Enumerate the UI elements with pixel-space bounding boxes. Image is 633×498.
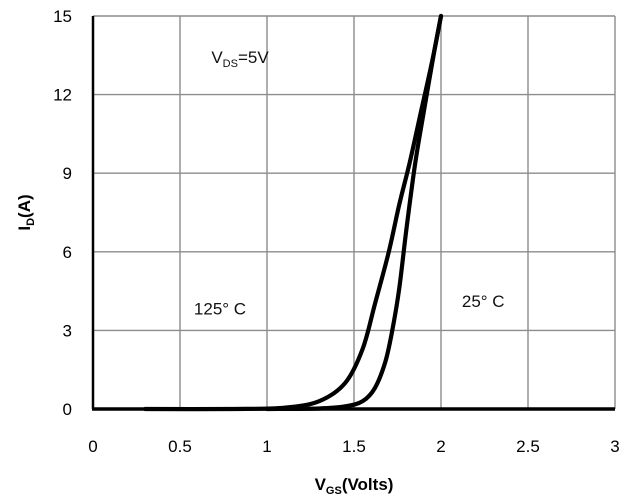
series-group [143, 13, 444, 412]
x-tick-label: 0 [88, 437, 97, 456]
vds-annotation: VDS=5V [211, 48, 269, 70]
y-tick-label: 15 [53, 7, 72, 26]
annotations: VDS=5V 125° C 25° C [194, 48, 505, 319]
x-tick-label: 2 [436, 437, 445, 456]
x-tick-label: 0.5 [168, 437, 192, 456]
y-tick-label: 6 [63, 243, 72, 262]
x-tick-label: 2.5 [516, 437, 540, 456]
y-tick-label: 3 [63, 321, 72, 340]
y-tick-label: 12 [53, 86, 72, 105]
125c-annotation: 125° C [194, 300, 246, 319]
x-tick-label: 1.5 [342, 437, 366, 456]
grid-lines [92, 15, 616, 410]
x-tick-label: 3 [610, 437, 619, 456]
x-tick-label: 1 [262, 437, 271, 456]
y-tick-label: 9 [63, 164, 72, 183]
axes [91, 16, 615, 411]
y-tick-label: 0 [63, 400, 72, 419]
axis-titles: VGS(Volts) ID(A) [15, 194, 393, 497]
series-line-125c [143, 13, 444, 412]
y-axis-title: ID(A) [15, 194, 37, 230]
tick-labels: 0 0.5 1 1.5 2 2.5 3 0 3 6 9 12 15 [53, 7, 620, 456]
x-axis-title: VGS(Volts) [315, 475, 394, 497]
25c-annotation: 25° C [462, 292, 505, 311]
series-line-25c [264, 13, 444, 412]
